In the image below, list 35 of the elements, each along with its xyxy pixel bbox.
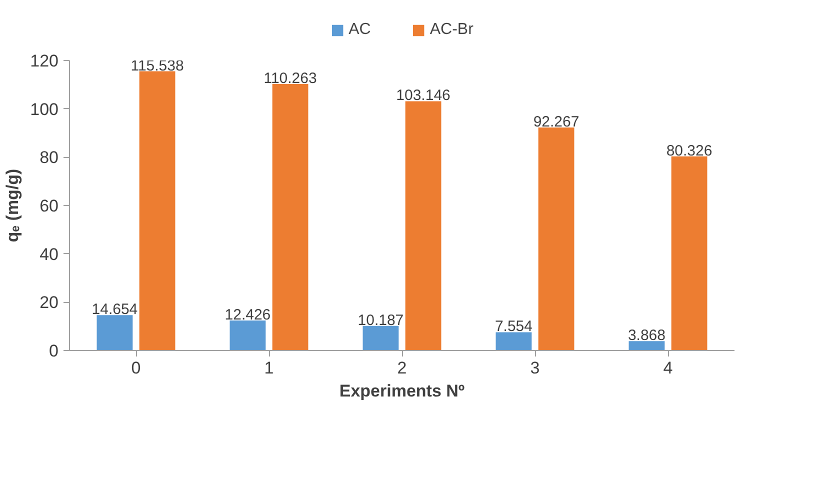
x-tick-label: 2	[397, 358, 407, 378]
data-label: 14.654	[92, 301, 138, 318]
bar	[496, 332, 532, 350]
y-tick-label: 120	[30, 52, 59, 70]
x-tick-label: 4	[663, 358, 673, 378]
data-label: 80.326	[666, 142, 712, 160]
bar	[362, 326, 399, 350]
bar	[538, 128, 574, 350]
y-tick-label: 20	[40, 293, 59, 312]
data-label: 7.554	[494, 318, 532, 336]
bar	[139, 71, 176, 350]
bar	[405, 101, 442, 350]
data-label: 3.868	[628, 327, 666, 344]
y-tick-label: 0	[49, 342, 59, 360]
data-label: 12.426	[224, 306, 271, 324]
bar	[671, 156, 708, 350]
x-tick-label: 0	[131, 358, 141, 378]
data-label: 103.146	[396, 87, 450, 104]
y-tick-label: 60	[40, 196, 59, 216]
legend-label: AC	[348, 21, 371, 39]
y-tick-label: 80	[40, 148, 59, 168]
x-tick-label: 3	[530, 358, 540, 378]
data-label: 10.187	[358, 312, 404, 329]
data-label: 110.263	[264, 70, 317, 88]
y-tick-label: 40	[40, 244, 59, 264]
bar	[272, 84, 308, 350]
bar	[230, 320, 266, 350]
legend-label: AC-Br	[430, 21, 474, 39]
y-tick-label: 100	[30, 100, 59, 119]
bar	[96, 315, 133, 350]
x-tick-label: 1	[264, 358, 274, 378]
bar	[628, 341, 665, 350]
data-label: 92.267	[533, 114, 580, 131]
x-axis-title: Experiments Nº	[339, 382, 465, 400]
y-axis-title: qₑ (mg/g)	[3, 168, 22, 242]
